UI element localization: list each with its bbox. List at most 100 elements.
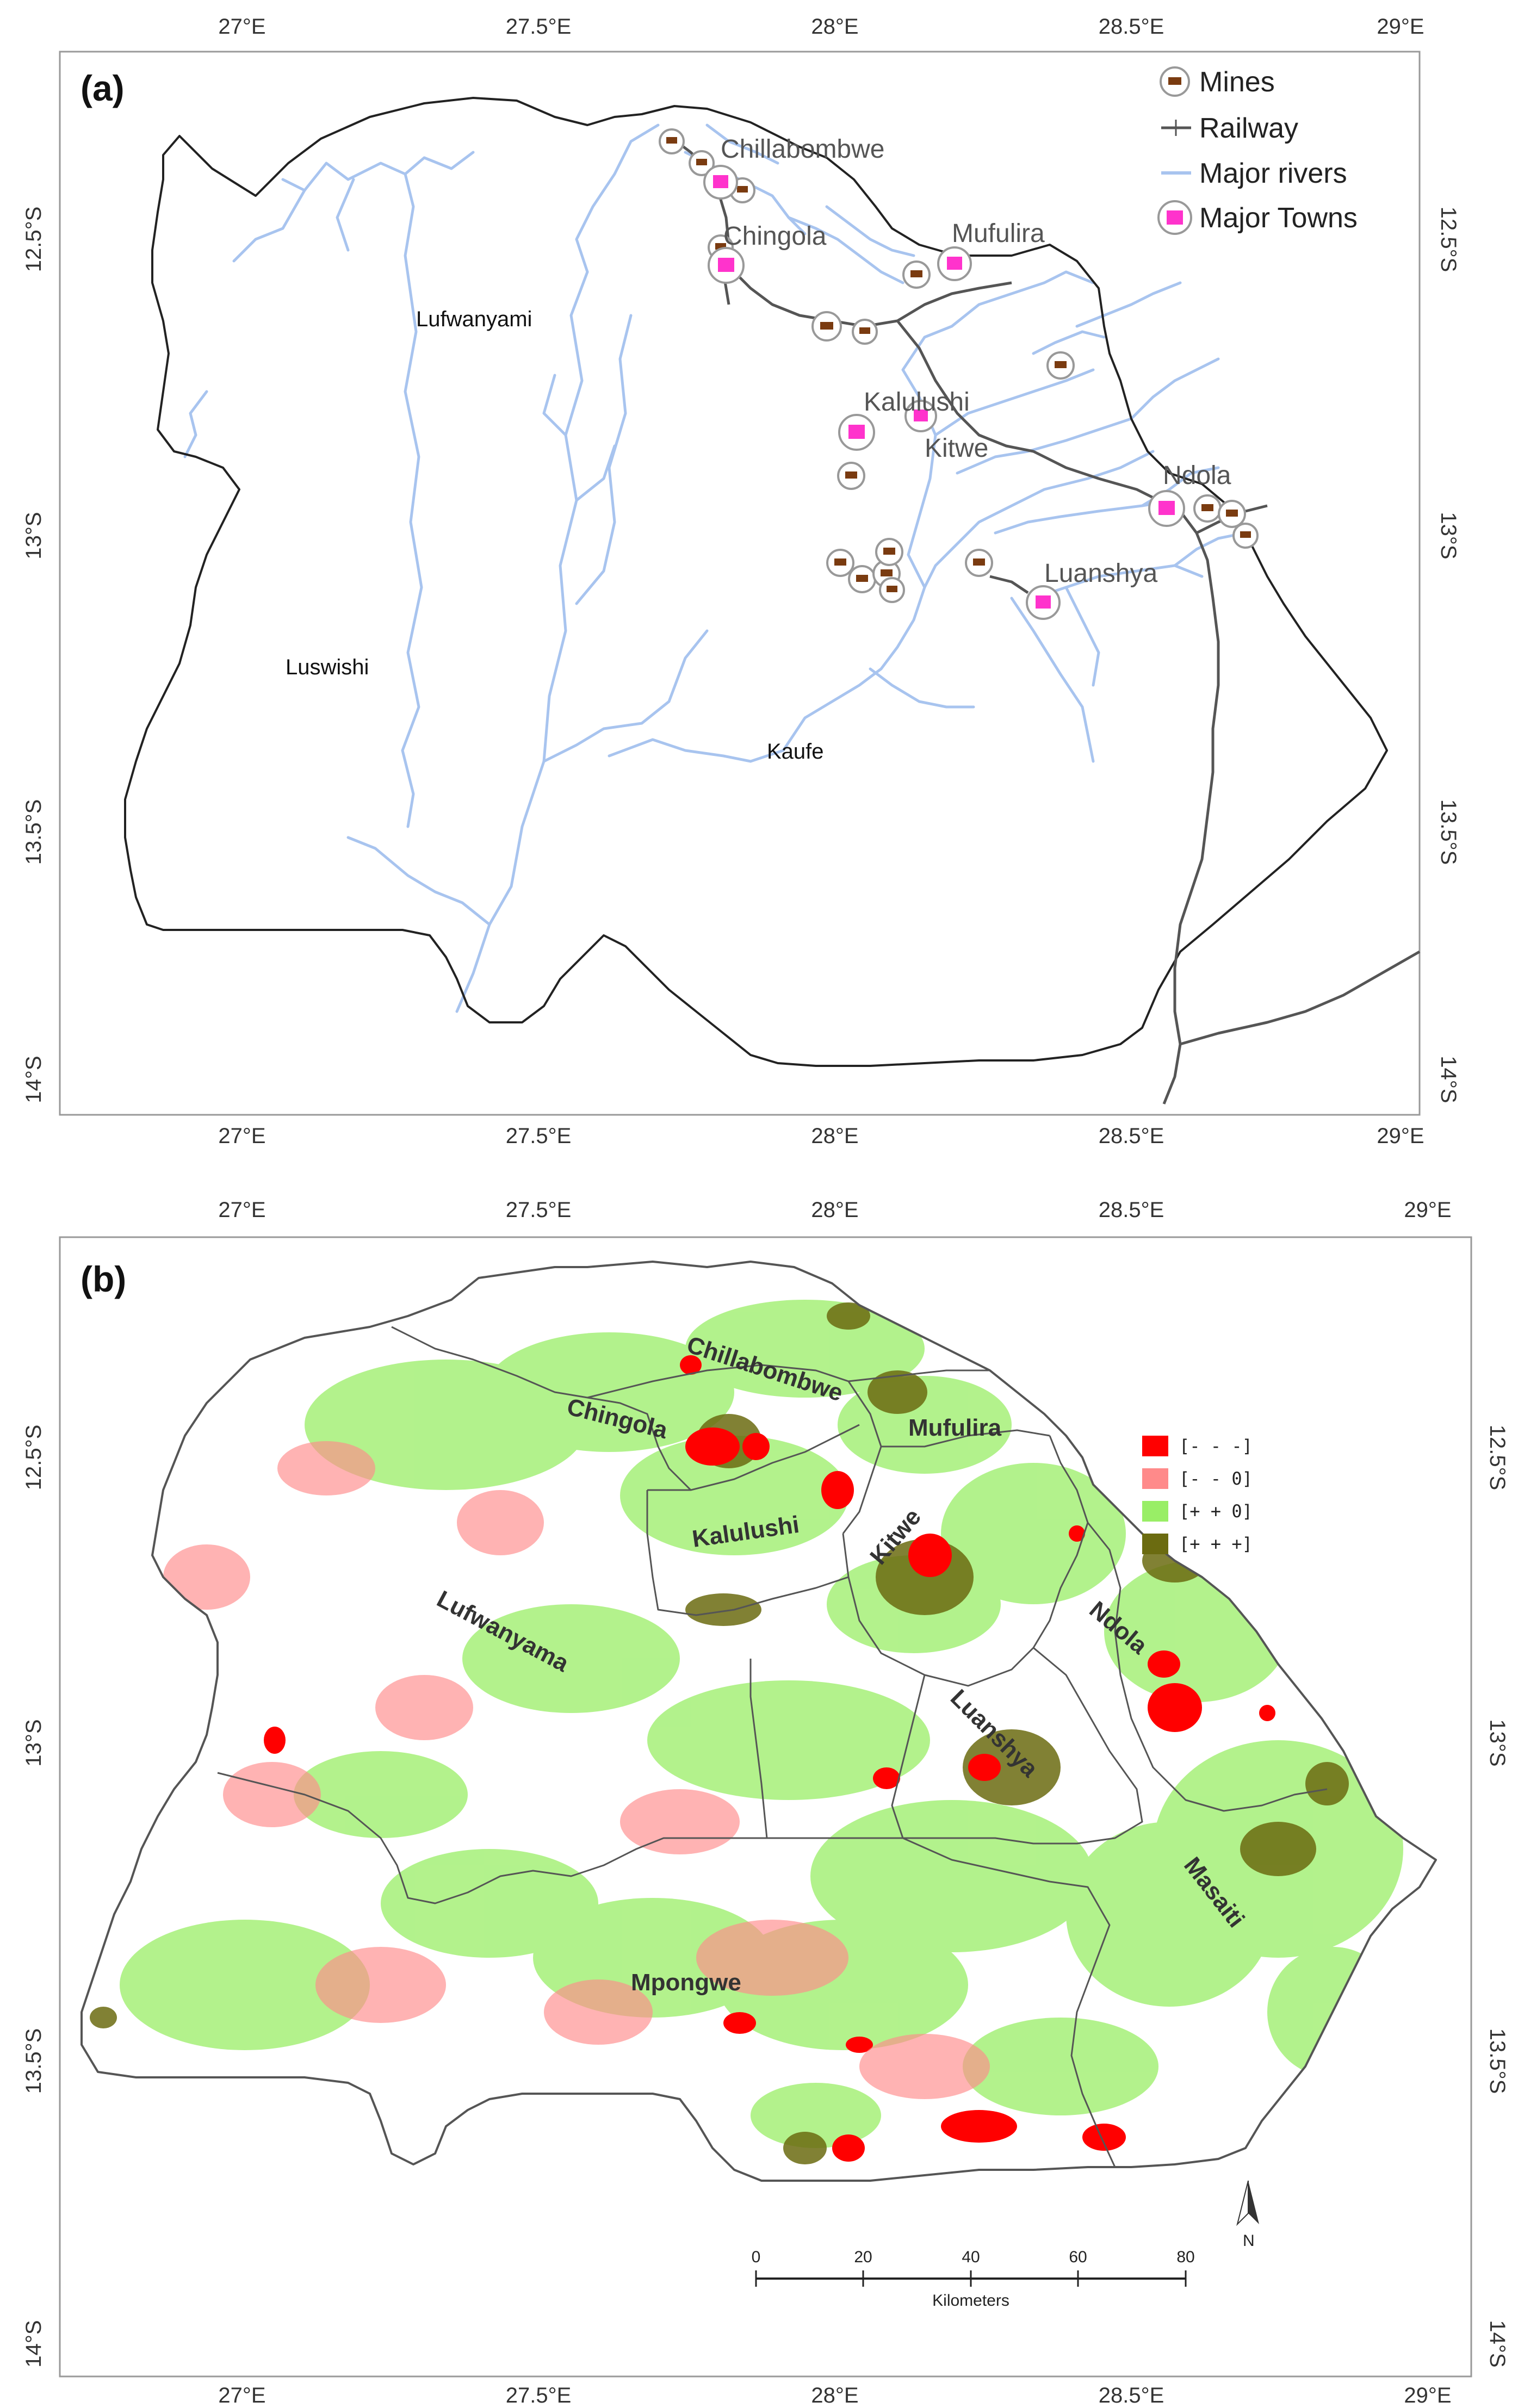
panel-b-ytick-right-14: 14°S — [1485, 2320, 1509, 2367]
river-luswishi-head-4 — [336, 178, 355, 252]
panel-b-ytick-left-125: 12.5°S — [22, 1425, 46, 1491]
river-trib-kitwe — [956, 417, 1133, 475]
river-luswishi-line — [401, 172, 423, 828]
north-label: N — [1243, 2232, 1255, 2250]
panel-a-xtick-bottom-29: 29°E — [1377, 1124, 1424, 1148]
river-north-4 — [825, 205, 915, 257]
river-luswishi-head-1 — [281, 162, 407, 192]
panel-b-ytick-left-13: 13°S — [22, 1719, 46, 1766]
boundary-chingola-east — [842, 1381, 882, 1534]
scale-tick-20: 20 — [854, 2248, 872, 2266]
panel-b-legend: [- - -] [- - 0] [+ + 0] [+ + +] — [1142, 1436, 1253, 1554]
panel-b-xtick-top-29: 29°E — [1404, 1198, 1451, 1222]
mine-cart-icon — [737, 186, 748, 193]
panel-a-ytick-right-14: 14°S — [1436, 1056, 1460, 1103]
river-lufwanyami-head-1 — [575, 123, 660, 274]
panel-b-xtick-top-28: 28°E — [811, 1198, 858, 1222]
railway-east — [1180, 950, 1421, 1046]
panel-a-ytick-right-125: 12.5°S — [1436, 207, 1460, 272]
panel-b-ytick-right-13: 13°S — [1485, 1719, 1509, 1766]
mine-cart-icon — [1055, 361, 1067, 368]
legend-rivers-label: Major rivers — [1199, 158, 1347, 189]
panel-a-xtick-bottom-27: 27°E — [218, 1124, 265, 1148]
river-south-east — [1010, 597, 1095, 763]
legend-mines-label: Mines — [1199, 66, 1275, 98]
town-building-icon — [713, 175, 728, 188]
panel-b-ytick-right-125: 12.5°S — [1485, 1425, 1509, 1491]
panel-a-xtick-top-28: 28°E — [811, 15, 858, 39]
boundary-masaiti-west — [902, 1837, 1116, 2168]
legend-label-mmm: [- - -] — [1179, 1436, 1253, 1456]
panel-a-xtick-bottom-275: 27.5°E — [506, 1124, 572, 1148]
town-building-icon — [914, 409, 928, 421]
scale-tick-0: 0 — [752, 2248, 761, 2266]
province-boundary-b — [80, 1261, 1437, 2182]
river-trib-south — [542, 629, 709, 763]
province-boundary — [124, 97, 1388, 1067]
scale-tick-40: 40 — [962, 2248, 980, 2266]
district-label-mufulira: Mufulira — [908, 1414, 1002, 1441]
legend-town-building-icon — [1167, 210, 1183, 225]
boundary-mufulira-south — [881, 1429, 1050, 1448]
change-class-mmm — [264, 1355, 1275, 2162]
panel-a-rivers — [183, 123, 1247, 1013]
panel-a-xtick-bottom-28: 28°E — [811, 1124, 858, 1148]
river-kaufe-trib — [869, 667, 975, 709]
legend-swatch-mmm — [1142, 1436, 1168, 1456]
mine-cart-icon — [1226, 510, 1238, 517]
railway-luanshya-spur — [989, 575, 1029, 594]
panel-a-ytick-left-14: 14°S — [22, 1056, 46, 1103]
mine-cart-icon — [887, 586, 897, 592]
boundary-luanshya-west — [891, 1674, 926, 1839]
mine-cart-icon — [881, 569, 893, 576]
river-north-3 — [787, 216, 904, 284]
panel-a-frame — [59, 51, 1421, 1116]
town-building-icon — [1036, 595, 1051, 609]
panel-a-ytick-right-135: 13.5°S — [1436, 799, 1460, 865]
legend-label-pp0: [+ + 0] — [1179, 1501, 1253, 1522]
panel-b-xtick-bottom-28: 28°E — [811, 2384, 858, 2407]
panel-b-label: (b) — [80, 1259, 126, 1299]
railway-main — [896, 320, 1220, 1104]
panel-b-xtick-top-275: 27.5°E — [506, 1198, 572, 1222]
river-label-luswishi: Luswishi — [286, 655, 369, 679]
panel-a-xtick-top-27: 27°E — [218, 15, 265, 39]
river-luswishi-head-3 — [232, 189, 306, 263]
legend-swatch-mm0 — [1142, 1468, 1168, 1489]
boundary-mufulira-north — [848, 1369, 990, 1382]
panel-b-ytick-right-135: 13.5°S — [1485, 2028, 1509, 2094]
river-luswishi-head-2 — [404, 151, 475, 176]
panel-b-xtick-top-285: 28.5°E — [1099, 1198, 1164, 1222]
mine-cart-icon — [856, 575, 868, 582]
panel-b: (b) 27°E 27.5°E 28°E 28.5°E 29°E 27°E 27… — [22, 1198, 1509, 2407]
river-east-1 — [1130, 357, 1220, 420]
legend-towns-label: Major Towns — [1199, 202, 1358, 234]
river-trib-central — [575, 314, 633, 605]
panel-a-ytick-left-125: 12.5°S — [22, 207, 46, 272]
legend-swatch-pp0 — [1142, 1501, 1168, 1522]
scale-unit: Kilometers — [932, 2292, 1009, 2310]
change-class-mm0 — [163, 1441, 990, 2099]
boundary-chillabombwe — [587, 1364, 849, 1399]
panel-a-ytick-left-13: 13°S — [22, 512, 46, 559]
panel-b-xtick-bottom-27: 27°E — [218, 2384, 265, 2407]
mine-cart-icon — [910, 270, 922, 277]
panel-a-xtick-top-29: 29°E — [1377, 15, 1424, 39]
river-east-5 — [1032, 330, 1106, 355]
mine-cart-icon — [666, 137, 677, 144]
legend-label-mm0: [- - 0] — [1179, 1468, 1253, 1489]
panel-b-xtick-bottom-275: 27.5°E — [506, 2384, 572, 2407]
panel-a-towns — [703, 165, 1185, 620]
scale-tick-80: 80 — [1176, 2248, 1194, 2266]
panel-a-xtick-top-275: 27.5°E — [506, 15, 572, 39]
river-label-kaufe: Kaufe — [767, 740, 824, 764]
panel-a-xtick-top-285: 28.5°E — [1099, 15, 1164, 39]
river-lufwanyami-trib-2 — [575, 444, 616, 502]
legend-swatch-ppp — [1142, 1534, 1168, 1554]
mine-cart-icon — [1201, 504, 1213, 511]
legend-railway-label: Railway — [1199, 113, 1298, 144]
town-label-kitwe: Kitwe — [925, 434, 988, 463]
river-lufwanyami-trib-3 — [346, 836, 491, 926]
panel-a-ytick-right-13: 13°S — [1436, 512, 1460, 559]
